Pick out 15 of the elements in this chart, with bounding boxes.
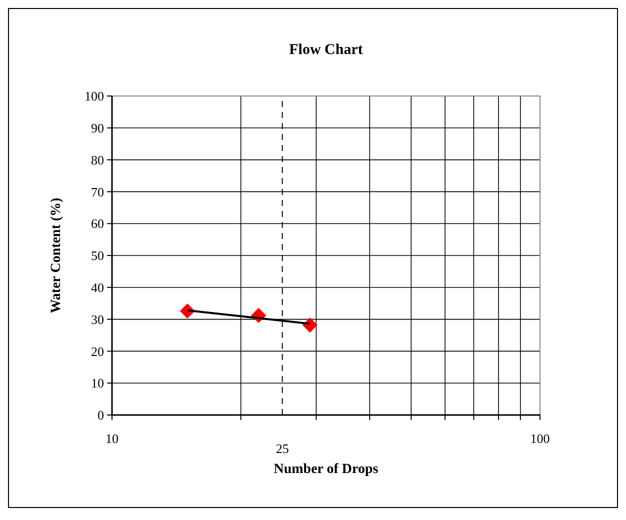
- y-tick-label: 90: [91, 120, 104, 136]
- y-tick-label: 30: [91, 312, 104, 327]
- x-axis-title: Number of Drops: [274, 462, 379, 477]
- y-tick-label: 0: [98, 408, 104, 423]
- y-tick-label: 60: [91, 216, 104, 232]
- chart-title: Flow Chart: [289, 42, 363, 58]
- y-tick-label: 80: [91, 152, 104, 168]
- y-tick-label: 20: [91, 344, 104, 359]
- y-tick-label: 70: [91, 184, 104, 200]
- ref-line-label: 25: [276, 441, 289, 456]
- y-tick-label: 10: [91, 376, 104, 391]
- y-tick-label: 50: [91, 248, 104, 264]
- y-axis-title: Water Content (%): [49, 197, 64, 314]
- y-tick-label: 40: [91, 280, 104, 295]
- y-tick-label: 100: [84, 88, 104, 104]
